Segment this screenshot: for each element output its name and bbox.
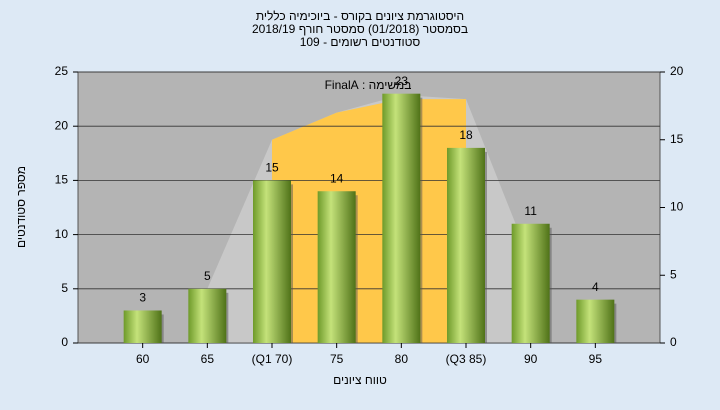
y-tick-label: 5	[61, 281, 68, 295]
value-label: 23	[395, 74, 409, 88]
y-tick-label: 0	[61, 335, 68, 349]
y2-tick-label: 10	[670, 200, 684, 214]
value-label: 5	[204, 269, 211, 283]
y2-tick-label: 5	[670, 267, 677, 281]
value-label: 11	[524, 204, 537, 218]
bar	[253, 180, 291, 343]
subtitle: בסמסטר (01/2018) סמסטר חורף 2018/19	[252, 22, 468, 36]
annotation: במשימה : FinalA	[325, 78, 412, 92]
value-label: 4	[592, 280, 599, 294]
y-axis-label: מספר סטודנטים	[14, 166, 28, 248]
x-tick-label: 60	[136, 352, 150, 366]
y2-tick-label: 20	[670, 64, 684, 78]
value-label: 18	[459, 128, 473, 142]
bar	[576, 299, 615, 343]
chart-title: היסטוגרמת ציונים בקורס - ביוכימיה כללית	[256, 9, 464, 23]
bar	[123, 310, 162, 343]
quartile-area	[272, 99, 466, 343]
value-label: 15	[265, 161, 279, 175]
y-tick-label: 15	[55, 173, 69, 187]
bar	[511, 223, 550, 343]
x-axis-label: טווח ציונים	[333, 373, 387, 387]
bar	[447, 147, 485, 343]
x-tick-label: (Q3 85)	[446, 352, 487, 366]
x-tick-label: 95	[589, 352, 603, 366]
value-label: 3	[139, 291, 146, 305]
y-tick-label: 10	[55, 227, 69, 241]
bar	[317, 191, 356, 343]
bar	[188, 288, 227, 343]
y-tick-label: 25	[55, 64, 69, 78]
value-label: 14	[330, 171, 344, 185]
y-tick-label: 20	[55, 118, 69, 132]
y2-tick-label: 0	[670, 335, 677, 349]
x-tick-label: (Q1 70)	[252, 352, 293, 366]
x-tick-label: 65	[201, 352, 215, 366]
x-tick-label: 80	[395, 352, 409, 366]
x-tick-label: 75	[330, 352, 344, 366]
subtitle: סטודנטים רשומים - 109	[300, 35, 421, 49]
bar	[382, 93, 421, 344]
y2-tick-label: 15	[670, 132, 684, 146]
x-tick-label: 90	[524, 352, 538, 366]
